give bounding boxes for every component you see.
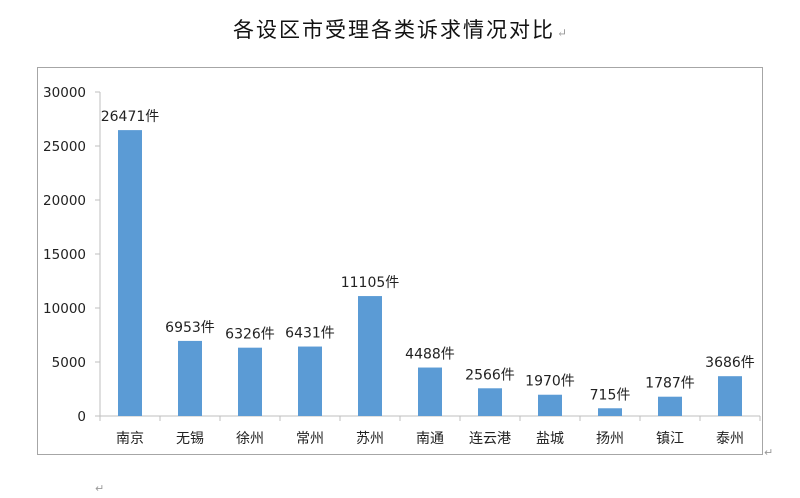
data-label: 6953件	[165, 320, 215, 336]
x-tick-label: 南通	[416, 431, 444, 447]
x-tick-label: 扬州	[596, 431, 624, 447]
data-label: 11105件	[341, 275, 400, 291]
y-tick-label: 5000	[52, 355, 86, 371]
chart-title: 各设区市受理各类诉求情况对比 ↵	[0, 14, 800, 44]
y-tick-label: 0	[77, 409, 86, 425]
bar	[478, 388, 502, 416]
x-tick-label: 连云港	[469, 431, 511, 447]
bar	[598, 408, 622, 416]
chart-title-text: 各设区市受理各类诉求情况对比	[232, 18, 555, 42]
data-label: 4488件	[405, 347, 455, 363]
bar	[118, 130, 142, 416]
data-label: 6431件	[285, 326, 335, 342]
data-label: 715件	[590, 387, 631, 403]
x-tick-label: 泰州	[716, 431, 744, 447]
data-label: 1787件	[645, 376, 695, 392]
data-label: 2566件	[465, 367, 515, 383]
bar	[358, 296, 382, 416]
paragraph-mark-icon: ↵	[556, 26, 568, 40]
bar	[718, 376, 742, 416]
data-label: 3686件	[705, 355, 755, 371]
y-tick-label: 25000	[43, 139, 86, 155]
bar	[178, 340, 202, 416]
x-tick-label: 常州	[296, 431, 324, 447]
y-tick-label: 15000	[43, 247, 86, 263]
x-tick-label: 无锡	[176, 431, 204, 447]
data-label: 6326件	[225, 327, 275, 343]
data-label: 26471件	[101, 109, 160, 125]
bar	[418, 367, 442, 416]
y-tick-label: 30000	[43, 85, 86, 101]
x-tick-label: 镇江	[656, 431, 684, 447]
x-tick-label: 盐城	[536, 431, 564, 447]
x-tick-label: 徐州	[236, 431, 264, 447]
y-tick-label: 20000	[43, 193, 86, 209]
chart-frame	[37, 67, 763, 455]
bar	[658, 396, 682, 416]
bar	[538, 394, 562, 416]
paragraph-mark-icon: ↵	[764, 446, 774, 459]
bar	[298, 346, 322, 416]
x-tick-label: 南京	[116, 431, 144, 447]
bar	[238, 347, 262, 416]
data-label: 1970件	[525, 374, 575, 390]
x-tick-label: 苏州	[356, 431, 384, 447]
paragraph-mark-icon: ↵	[95, 482, 105, 495]
y-tick-label: 10000	[43, 301, 86, 317]
